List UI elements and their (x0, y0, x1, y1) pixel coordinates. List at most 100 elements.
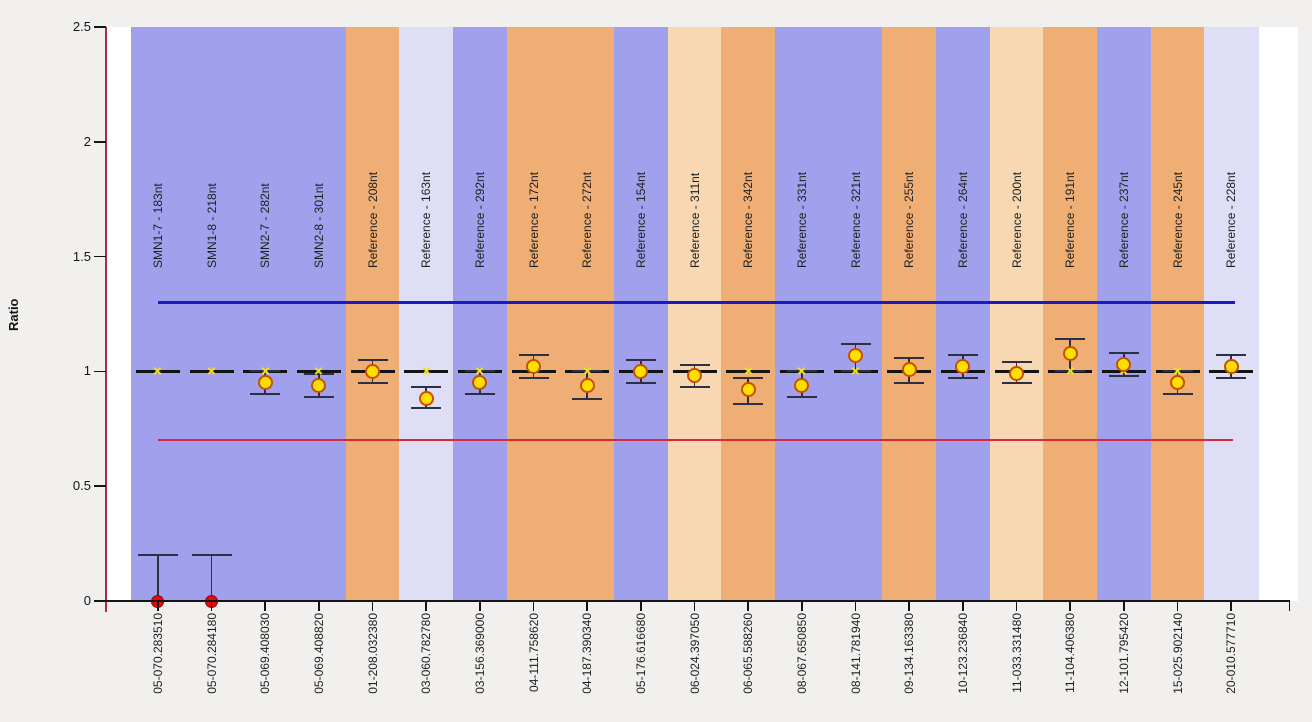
ratio-point[interactable] (1223, 359, 1239, 375)
ratio-point[interactable] (1009, 366, 1025, 382)
probe-label: Reference - 191nt (1063, 171, 1078, 268)
sample-label: 11-033.331480 (1009, 613, 1024, 693)
x-axis-tick (747, 601, 749, 611)
error-bar-cap-top (625, 358, 656, 361)
ratio-point[interactable] (794, 377, 810, 393)
ratio-point[interactable] (257, 375, 273, 391)
error-bar-cap-top (947, 354, 978, 357)
error-bar-cap-top (137, 554, 178, 557)
ratio-point[interactable] (687, 368, 703, 384)
error-bar-cap-bottom (947, 377, 978, 380)
error-bar-cap-bottom (733, 402, 764, 405)
probe-band (882, 27, 937, 601)
sample-label: 08-141.781940 (848, 613, 863, 694)
sample-label: 04-111.758620 (526, 613, 541, 692)
x-axis-tick (586, 601, 588, 611)
error-bar-cap-top (518, 354, 549, 357)
normal-ratio-x-marker (851, 367, 860, 376)
probe-label: Reference - 237nt (1116, 171, 1131, 268)
error-bar-cap-bottom (464, 393, 495, 396)
y-axis-tick (94, 370, 106, 373)
ratio-point[interactable] (1170, 375, 1186, 391)
probe-band (292, 27, 347, 601)
y-tick-label: 0.5 (72, 478, 91, 494)
x-axis-tick (962, 601, 964, 611)
error-bar-cap-top (191, 554, 232, 557)
normal-ratio-x-marker (744, 367, 753, 376)
ratio-point[interactable] (1116, 357, 1132, 372)
x-axis-tick (532, 601, 535, 611)
x-axis-tick (318, 601, 320, 611)
x-axis-tick (1015, 601, 1018, 611)
probe-label: Reference - 321nt (848, 171, 863, 268)
probe-label: Reference - 292nt (472, 171, 487, 268)
y-axis-tick (94, 255, 106, 258)
sample-label: 09-134.163380 (902, 613, 917, 694)
probe-label: Reference - 342nt (741, 171, 756, 268)
error-bar-cap-top (357, 358, 388, 361)
normal-ratio-x-marker (797, 367, 806, 376)
probe-band (399, 27, 454, 601)
sample-label: 08-067.650850 (794, 613, 809, 694)
sample-label: 05-070.283510 (150, 613, 165, 694)
sample-label: 11-104.406380 (1063, 613, 1078, 693)
probe-band (828, 27, 883, 601)
error-bar-cap-top (1001, 361, 1032, 364)
probe-band (936, 27, 991, 601)
x-axis-tick (371, 601, 374, 611)
ratio-point[interactable] (526, 359, 542, 375)
x-axis-tick (640, 601, 642, 611)
probe-band (506, 27, 561, 601)
ratio-point[interactable] (579, 377, 595, 393)
probe-label: Reference - 154nt (633, 171, 648, 268)
ratio-point[interactable] (365, 363, 380, 379)
error-bar-cap-top (411, 386, 442, 389)
sample-label: 10-123.236840 (955, 613, 970, 694)
x-axis-tick (908, 601, 910, 611)
normal-ratio-x-marker (207, 367, 216, 376)
x-axis-tick (1123, 601, 1125, 611)
probe-label: Reference - 200nt (1009, 171, 1024, 268)
probe-band (345, 27, 400, 601)
ratio-point[interactable] (955, 359, 971, 375)
y-axis-tick (94, 600, 106, 602)
ratio-point[interactable] (848, 347, 864, 363)
ratio-point[interactable] (418, 391, 434, 407)
probe-label: SMN2-8 - 301nt (311, 183, 326, 268)
ratio-point[interactable] (901, 361, 917, 377)
y-axis-tick (94, 485, 106, 487)
y-axis-line (105, 27, 107, 612)
error-bar-cap-bottom (1162, 393, 1193, 396)
ratio-point[interactable] (633, 363, 649, 379)
probe-label: SMN2-7 - 282nt (258, 183, 273, 268)
y-tick-label: 2 (83, 133, 91, 149)
sample-label: 05-069.408030 (258, 613, 273, 694)
x-axis-line (106, 600, 1290, 602)
y-axis-tick (94, 141, 106, 143)
probe-band (667, 27, 722, 601)
ratio-point[interactable] (472, 375, 488, 391)
ratio-point[interactable] (740, 382, 756, 398)
probe-band (560, 27, 615, 601)
y-axis-tick (94, 26, 106, 28)
ratio-point[interactable] (311, 377, 327, 393)
y-tick-label: 1 (83, 363, 91, 379)
x-axis-tick (479, 601, 481, 611)
sample-label: 12-101.795420 (1116, 613, 1131, 694)
error-bar-cap-bottom (894, 381, 925, 384)
normal-ratio-x-marker (583, 367, 592, 376)
error-bar-cap-top (1216, 354, 1247, 357)
sample-label: 06-065.588260 (741, 613, 756, 694)
error-bar-cap-bottom (303, 395, 334, 398)
sample-label: 15-025.902140 (1170, 613, 1185, 694)
ratio-point[interactable] (1062, 345, 1078, 361)
x-axis-tick (210, 601, 213, 611)
probe-label: SMN1-8 - 218nt (204, 183, 219, 268)
x-axis-tick (801, 601, 803, 611)
error-bar-line (157, 555, 159, 601)
sample-label: 20-010.577710 (1224, 613, 1239, 694)
sample-label: 03-060.782780 (419, 613, 434, 694)
lower-threshold-line (157, 439, 1234, 442)
upper-threshold-line (157, 301, 1236, 304)
